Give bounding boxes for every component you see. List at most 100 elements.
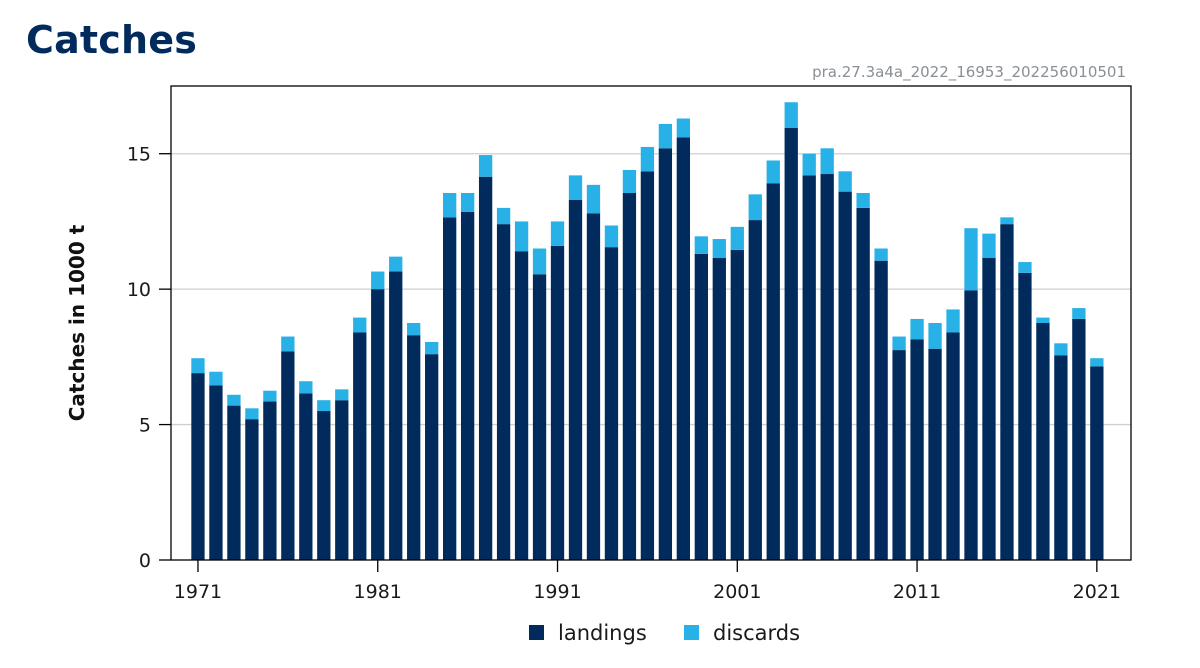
bar-landings-1976 (281, 351, 295, 560)
bar-discards-2003 (766, 160, 780, 184)
bar-landings-1995 (622, 192, 637, 560)
bar-discards-2009 (874, 248, 888, 261)
bar-discards-1992 (568, 175, 583, 200)
bar-discards-1996 (640, 146, 655, 172)
bar-landings-2020 (1072, 318, 1086, 560)
bar-landings-1985 (443, 217, 457, 560)
bar-discards-2015 (982, 233, 996, 258)
y-axis-label: Catches in 1000 t (65, 224, 89, 421)
bar-discards-1991 (550, 221, 565, 246)
bar-discards-1982 (389, 256, 403, 272)
bar-landings-1993 (586, 213, 601, 560)
bar-discards-2018 (1036, 317, 1050, 323)
bar-discards-2017 (1018, 262, 1032, 273)
y-tick-label: 5 (139, 415, 151, 437)
bar-discards-2007 (838, 171, 852, 192)
bar-discards-2002 (748, 194, 762, 221)
bar-landings-1997 (658, 148, 673, 560)
bar-landings-2013 (946, 332, 960, 560)
y-tick-label: 10 (127, 279, 151, 301)
bar-landings-1989 (514, 251, 529, 561)
bar-discards-1988 (496, 207, 511, 225)
bar-discards-2000 (712, 239, 726, 258)
bar-discards-1981 (371, 271, 385, 290)
bar-landings-1994 (604, 247, 619, 560)
bar-landings-2019 (1054, 355, 1068, 560)
bar-landings-1999 (694, 253, 708, 560)
bar-discards-1997 (658, 123, 673, 149)
legend-swatch-landings (529, 625, 544, 640)
bar-landings-1974 (245, 419, 259, 560)
bar-discards-2001 (730, 226, 744, 250)
bar-landings-1979 (335, 400, 349, 560)
bar-landings-2015 (982, 257, 996, 560)
x-tick-label: 1981 (354, 581, 402, 603)
bar-landings-1975 (263, 401, 277, 560)
y-tick-label: 0 (139, 550, 151, 572)
y-axis: 0 5 10 15 (127, 144, 171, 572)
bar-discards-1974 (245, 408, 259, 420)
bar-landings-2010 (892, 350, 906, 560)
bar-discards-1975 (263, 390, 277, 402)
bar-discards-1977 (299, 381, 313, 394)
bar-landings-1998 (676, 137, 691, 560)
bar-discards-1979 (335, 389, 349, 401)
bar-discards-1983 (407, 323, 421, 336)
bar-landings-1980 (353, 332, 367, 560)
bar-landings-1977 (299, 393, 313, 560)
bar-discards-2004 (784, 102, 798, 128)
bar-landings-2011 (910, 339, 924, 560)
bar-discards-2010 (892, 336, 906, 351)
bar-discards-1989 (514, 221, 529, 252)
bar-landings-2012 (928, 348, 942, 560)
bar-discards-1993 (586, 184, 601, 214)
bar-landings-2001 (730, 249, 744, 560)
bar-discards-1985 (443, 192, 457, 218)
legend-label-landings: landings (558, 621, 647, 645)
bar-landings-2003 (766, 183, 780, 560)
bar-landings-1987 (478, 176, 493, 561)
bar-discards-1980 (353, 317, 367, 333)
bar-discards-2020 (1072, 308, 1086, 319)
bar-landings-1982 (389, 271, 403, 560)
y-tick-label: 15 (127, 144, 151, 166)
bar-landings-1973 (227, 405, 241, 560)
bar-landings-2002 (748, 220, 762, 560)
legend-swatch-discards (684, 625, 699, 640)
bar-landings-1991 (550, 245, 565, 560)
bar-discards-1978 (317, 400, 331, 412)
bar-landings-2004 (784, 127, 798, 561)
bar-landings-1983 (407, 335, 421, 560)
bar-discards-1986 (460, 192, 475, 212)
bar-landings-2021 (1090, 366, 1104, 560)
bar-landings-1992 (568, 199, 583, 560)
bar-discards-2012 (928, 323, 942, 349)
x-tick-label: 1971 (174, 581, 222, 603)
bar-discards-1994 (604, 225, 619, 248)
bar-landings-2007 (838, 191, 852, 561)
page-title: Catches (26, 18, 198, 62)
bar-landings-2014 (964, 290, 978, 560)
bar-landings-1972 (209, 385, 223, 560)
bar-landings-2016 (1000, 224, 1014, 560)
bar-landings-1988 (496, 224, 511, 560)
x-tick-label: 2021 (1073, 581, 1121, 603)
bar-discards-1972 (209, 371, 223, 386)
bar-discards-2008 (856, 192, 870, 208)
bar-landings-2006 (820, 174, 834, 560)
bar-landings-2009 (874, 260, 888, 560)
bar-discards-2005 (802, 153, 816, 176)
bar-discards-2006 (820, 148, 834, 175)
bar-discards-1973 (227, 394, 241, 406)
bar-landings-2018 (1036, 323, 1050, 560)
legend: landings discards (529, 621, 800, 645)
x-tick-label: 2011 (893, 581, 941, 603)
x-tick-label: 1991 (533, 581, 581, 603)
bar-landings-2005 (802, 175, 816, 560)
bar-landings-2017 (1018, 272, 1032, 560)
x-axis: 1971 1981 1991 2001 2011 2021 (174, 560, 1121, 603)
x-tick-label: 2001 (713, 581, 761, 603)
bar-discards-2016 (1000, 217, 1014, 225)
bar-landings-1981 (371, 289, 385, 560)
bar-discards-1987 (478, 155, 493, 177)
